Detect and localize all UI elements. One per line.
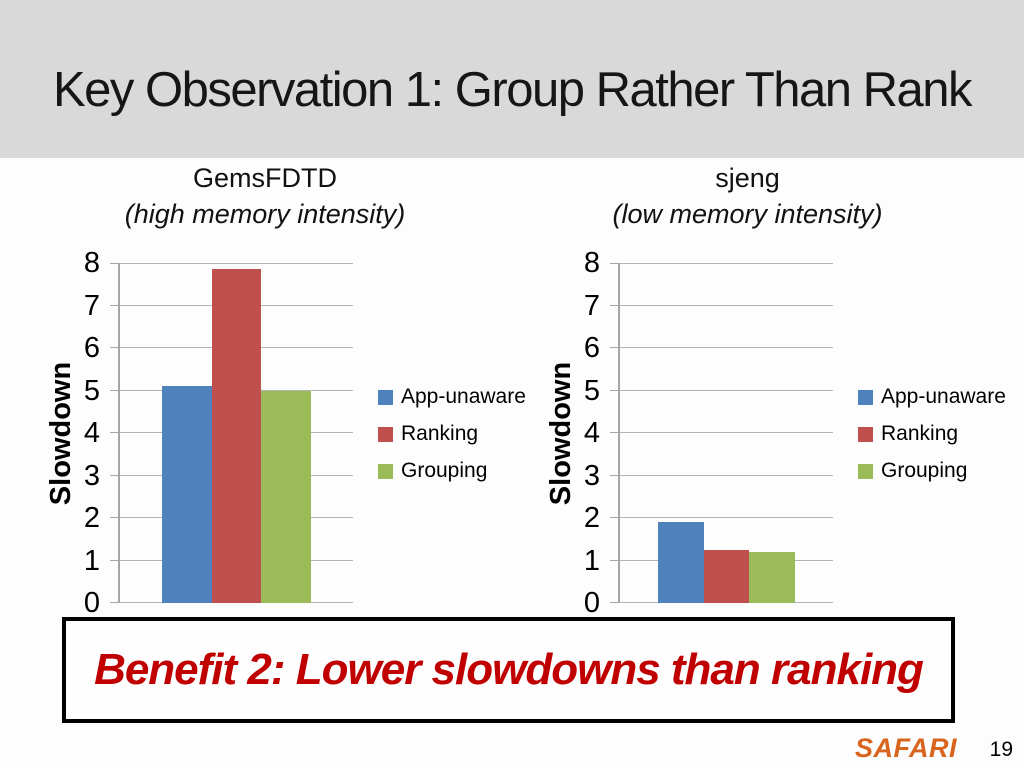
- axis-tick: [110, 304, 120, 306]
- chart-gemsfdtd: GemsFDTD (high memory intensity) Slowdow…: [40, 158, 540, 619]
- axis-tick: [110, 432, 120, 433]
- axis-tick: [610, 432, 620, 433]
- chart-title: sjeng: [715, 163, 780, 193]
- bar-app-unaware: [162, 386, 212, 603]
- legend-item-grouping: Grouping: [858, 459, 1006, 482]
- legend-swatch-grouping: [858, 463, 873, 479]
- bar-ranking: [703, 549, 750, 603]
- y-tick-label: 3: [583, 459, 600, 492]
- legend-item-ranking: Ranking: [378, 422, 526, 445]
- benefit-callout-text: Benefit 2: Lower slowdowns than ranking: [94, 645, 924, 694]
- y-tick-label: 7: [83, 289, 100, 322]
- y-tick-label: 3: [83, 459, 100, 492]
- axis-tick: [110, 517, 120, 518]
- y-tick-label: 5: [583, 374, 600, 407]
- y-tick-label: 4: [83, 417, 100, 449]
- bar-app-unaware: [658, 522, 704, 603]
- legend-label: Ranking: [881, 422, 959, 445]
- axis-tick: [110, 389, 120, 391]
- legend-swatch-ranking: [858, 426, 873, 442]
- y-axis-tick-labels: 0 1 2 3 4 5 6 7 8: [40, 158, 100, 619]
- page-number: 19: [989, 738, 1013, 761]
- axis-tick: [610, 347, 620, 348]
- y-tick-label: 8: [583, 247, 600, 279]
- y-tick-label: 6: [583, 332, 600, 364]
- y-tick-label: 0: [83, 587, 100, 619]
- y-tick-label: 1: [583, 544, 600, 577]
- y-tick-label: 7: [583, 289, 600, 322]
- plot-area: [110, 263, 353, 603]
- axis-tick: [610, 263, 620, 264]
- axis-tick: [110, 263, 120, 264]
- y-axis-tick-labels: 0 1 2 3 4 5 6 7 8: [540, 158, 600, 619]
- y-tick-label: 2: [83, 502, 100, 534]
- legend-label: Grouping: [401, 459, 488, 482]
- axis-tick: [110, 347, 120, 348]
- axis-tick: [610, 602, 620, 603]
- gridline: [620, 304, 833, 306]
- y-tick-label: 1: [83, 544, 100, 577]
- chart-title: GemsFDTD: [193, 163, 337, 193]
- y-tick-label: 0: [583, 587, 600, 619]
- axis-tick: [110, 602, 120, 603]
- axis-tick: [610, 474, 620, 476]
- axis-tick: [610, 559, 620, 561]
- chart-subtitle: (high memory intensity): [124, 199, 406, 229]
- legend-label: App-unaware: [881, 385, 1006, 408]
- gridline: [620, 432, 833, 433]
- bar-grouping: [261, 390, 311, 603]
- legend-swatch-app-unaware: [858, 389, 873, 405]
- legend-label: Grouping: [881, 459, 968, 482]
- legend-item-app-unaware: App-unaware: [378, 385, 526, 408]
- legend-label: Ranking: [401, 422, 479, 445]
- gridline: [120, 263, 353, 264]
- plot-area: [610, 263, 833, 603]
- bar-ranking: [211, 269, 262, 603]
- axis-tick: [610, 304, 620, 306]
- gridline: [620, 517, 833, 518]
- gridline: [620, 474, 833, 476]
- bar-grouping: [749, 552, 795, 603]
- y-tick-label: 5: [83, 374, 100, 407]
- gridline: [620, 263, 833, 264]
- safari-logo: SAFARI: [854, 733, 957, 763]
- axis-tick: [610, 389, 620, 391]
- chart-subtitle: (low memory intensity): [612, 199, 883, 229]
- legend-label: App-unaware: [401, 385, 526, 408]
- slide-title: Key Observation 1: Group Rather Than Ran…: [52, 63, 973, 117]
- legend-item-app-unaware: App-unaware: [858, 385, 1006, 408]
- benefit-callout-box: Benefit 2: Lower slowdowns than ranking: [62, 617, 955, 723]
- legend: App-unaware Ranking Grouping: [378, 385, 526, 482]
- legend: App-unaware Ranking Grouping: [858, 385, 1006, 482]
- legend-item-grouping: Grouping: [378, 459, 526, 482]
- gridline: [620, 389, 833, 391]
- legend-swatch-app-unaware: [378, 389, 393, 405]
- axis-tick: [110, 559, 120, 561]
- legend-swatch-grouping: [378, 463, 393, 479]
- y-tick-label: 2: [583, 502, 600, 534]
- legend-item-ranking: Ranking: [858, 422, 1006, 445]
- y-tick-label: 6: [83, 332, 100, 364]
- axis-tick: [110, 474, 120, 476]
- y-tick-label: 4: [583, 417, 600, 449]
- legend-swatch-ranking: [378, 426, 393, 442]
- y-tick-label: 8: [83, 247, 100, 279]
- title-band: [0, 0, 1024, 158]
- gridline: [620, 347, 833, 348]
- axis-tick: [610, 517, 620, 518]
